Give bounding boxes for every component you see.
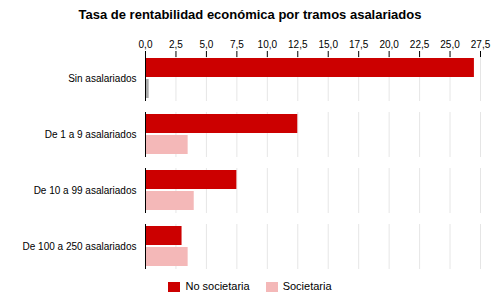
- svg-text:0,0: 0,0: [139, 39, 153, 50]
- svg-text:22,5: 22,5: [410, 39, 430, 50]
- svg-text:25,0: 25,0: [440, 39, 460, 50]
- svg-text:17,5: 17,5: [349, 39, 369, 50]
- svg-text:Sin asalariados: Sin asalariados: [68, 73, 136, 84]
- svg-text:20,0: 20,0: [379, 39, 399, 50]
- html-text:No societaria: No societaria: [185, 280, 250, 292]
- svg-text:7,5: 7,5: [230, 39, 244, 50]
- svg-text:2,5: 2,5: [169, 39, 183, 50]
- svg-text:27,5: 27,5: [471, 39, 491, 50]
- html-text:Tasa de rentabilidad económica: Tasa de rentabilidad económica por tramo…: [78, 7, 422, 22]
- svg-text:De 10 a 99 asalariados: De 10 a 99 asalariados: [34, 185, 137, 196]
- html-text:Societaria: Societaria: [282, 280, 332, 292]
- svg-text:De 1 a 9 asalariados: De 1 a 9 asalariados: [45, 129, 137, 140]
- svg-text:5,0: 5,0: [199, 39, 213, 50]
- svg-text:15,0: 15,0: [318, 39, 338, 50]
- svg-text:De 100 a 250 asalariados: De 100 a 250 asalariados: [23, 241, 137, 252]
- svg-text:10,0: 10,0: [258, 39, 278, 50]
- svg-text:12,5: 12,5: [288, 39, 308, 50]
